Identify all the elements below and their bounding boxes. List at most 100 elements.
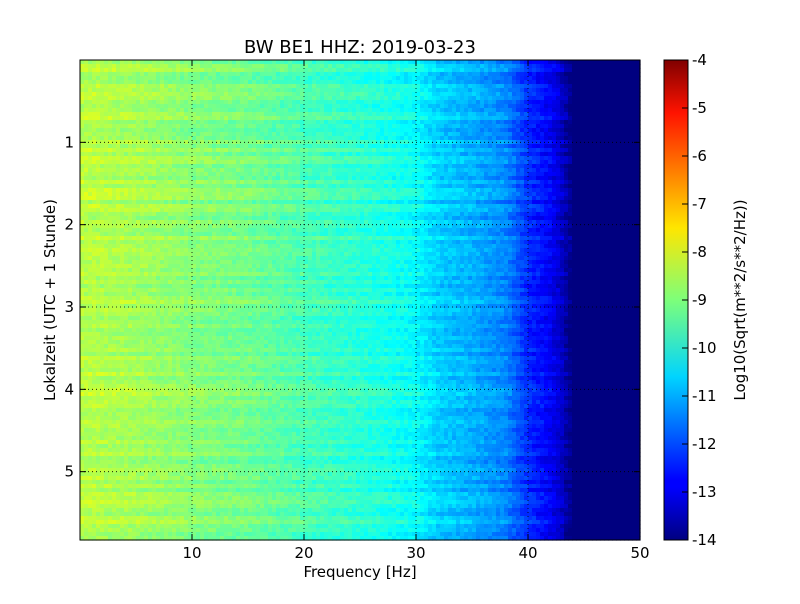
heatmap-cell [96,164,101,169]
heatmap-cell [272,68,277,73]
heatmap-cell [456,116,461,121]
heatmap-cell [340,176,345,181]
heatmap-cell [400,68,405,73]
heatmap-cell [112,136,117,141]
heatmap-cell [432,180,437,185]
heatmap-cell [200,80,205,85]
heatmap-cell [404,108,409,113]
heatmap-cell [288,176,293,181]
heatmap-cell [560,168,565,173]
heatmap-cell [536,152,541,157]
heatmap-cell [560,192,565,197]
heatmap-cell [304,144,309,149]
heatmap-cell [256,152,261,157]
heatmap-cell [312,180,317,185]
heatmap-cell [448,124,453,129]
heatmap-cell [448,128,453,133]
heatmap-cell [400,196,405,201]
heatmap-cell [488,76,493,81]
heatmap-cell [124,104,129,109]
heatmap-cell [572,68,577,73]
heatmap-cell [448,100,453,105]
heatmap-cell [620,72,625,77]
heatmap-cell [580,168,585,173]
heatmap-cell [224,164,229,169]
heatmap-cell [248,96,253,101]
heatmap-cell [388,72,393,77]
heatmap-cell [376,188,381,193]
heatmap-cell [436,152,441,157]
heatmap-cell [616,188,621,193]
heatmap-cell [152,96,157,101]
heatmap-cell [260,100,265,105]
heatmap-cell [416,152,421,157]
heatmap-cell [480,92,485,97]
heatmap-cell [632,148,637,153]
heatmap-cell [340,120,345,125]
heatmap-cell [252,144,257,149]
heatmap-cell [280,120,285,125]
heatmap-cell [92,72,97,77]
heatmap-cell [248,76,253,81]
heatmap-cell [344,76,349,81]
heatmap-cell [124,108,129,113]
heatmap-cell [460,184,465,189]
heatmap-cell [616,136,621,141]
heatmap-cell [296,108,301,113]
heatmap-cell [388,60,393,65]
heatmap-cell [380,144,385,149]
heatmap-cell [96,124,101,129]
heatmap-cell [548,76,553,81]
heatmap-cell [176,160,181,165]
heatmap-cell [296,96,301,101]
heatmap-cell [308,72,313,77]
heatmap-cell [384,80,389,85]
heatmap-cell [376,136,381,141]
heatmap-cell [596,104,601,109]
heatmap-cell [632,144,637,149]
heatmap-cell [332,72,337,77]
heatmap-cell [232,188,237,193]
heatmap-cell [396,180,401,185]
heatmap-cell [372,196,377,201]
heatmap-cell [304,176,309,181]
heatmap-cell [288,172,293,177]
heatmap-cell [312,152,317,157]
heatmap-cell [204,108,209,113]
heatmap-cell [172,160,177,165]
heatmap-cell [360,72,365,77]
heatmap-cell [540,196,545,201]
heatmap-cell [584,112,589,117]
heatmap-cell [160,176,165,181]
heatmap-cell [220,72,225,77]
heatmap-cell [168,192,173,197]
heatmap-cell [196,152,201,157]
heatmap-cell [176,144,181,149]
heatmap-cell [444,96,449,101]
heatmap-cell [328,116,333,121]
heatmap-cell [456,168,461,173]
heatmap-cell [592,156,597,161]
heatmap-cell [236,172,241,177]
heatmap-cell [496,92,501,97]
heatmap-cell [544,100,549,105]
heatmap-cell [588,120,593,125]
heatmap-cell [144,160,149,165]
heatmap-cell [576,180,581,185]
heatmap-cell [352,104,357,109]
heatmap-cell [276,64,281,69]
heatmap-cell [576,84,581,89]
heatmap-cell [544,68,549,73]
heatmap-cell [568,124,573,129]
heatmap-cell [408,184,413,189]
heatmap-cell [452,84,457,89]
heatmap-cell [172,144,177,149]
heatmap-cell [84,200,89,205]
heatmap-cell [112,108,117,113]
heatmap-cell [480,80,485,85]
heatmap-cell [224,108,229,113]
heatmap-cell [348,124,353,129]
heatmap-cell [380,156,385,161]
heatmap-cell [264,64,269,69]
heatmap-cell [560,72,565,77]
